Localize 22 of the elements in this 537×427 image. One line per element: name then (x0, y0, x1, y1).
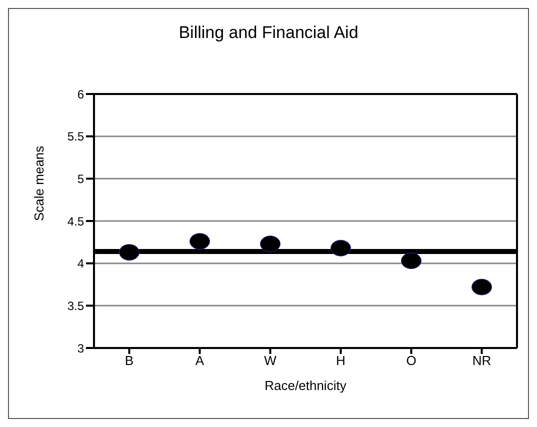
point (119, 244, 140, 261)
chart-title: Billing and Financial Aid (178, 23, 360, 43)
y-tick-label: 4 (77, 256, 84, 271)
y-tick-label: 5.5 (67, 130, 84, 144)
x-tick-label: NR (472, 353, 492, 368)
point (260, 236, 280, 252)
y-axis-title: Scale means (32, 145, 47, 221)
x-tick-label: A (195, 353, 204, 368)
x-tick-label: O (406, 353, 416, 368)
y-tick-label: 5 (77, 172, 84, 186)
point (401, 252, 422, 270)
point (330, 240, 351, 256)
y-tick-label: 6 (77, 87, 84, 102)
point (190, 233, 210, 250)
x-axis-title: Race/ethnicity (264, 378, 347, 393)
x-tick-label: H (336, 353, 346, 368)
y-tick-label: 4.5 (67, 214, 84, 228)
y-tick-label: 3.5 (67, 298, 84, 313)
x-tick-label: B (124, 353, 134, 368)
point (472, 278, 492, 296)
y-tick-label: 3 (77, 341, 84, 356)
x-tick-label: W (264, 353, 278, 368)
